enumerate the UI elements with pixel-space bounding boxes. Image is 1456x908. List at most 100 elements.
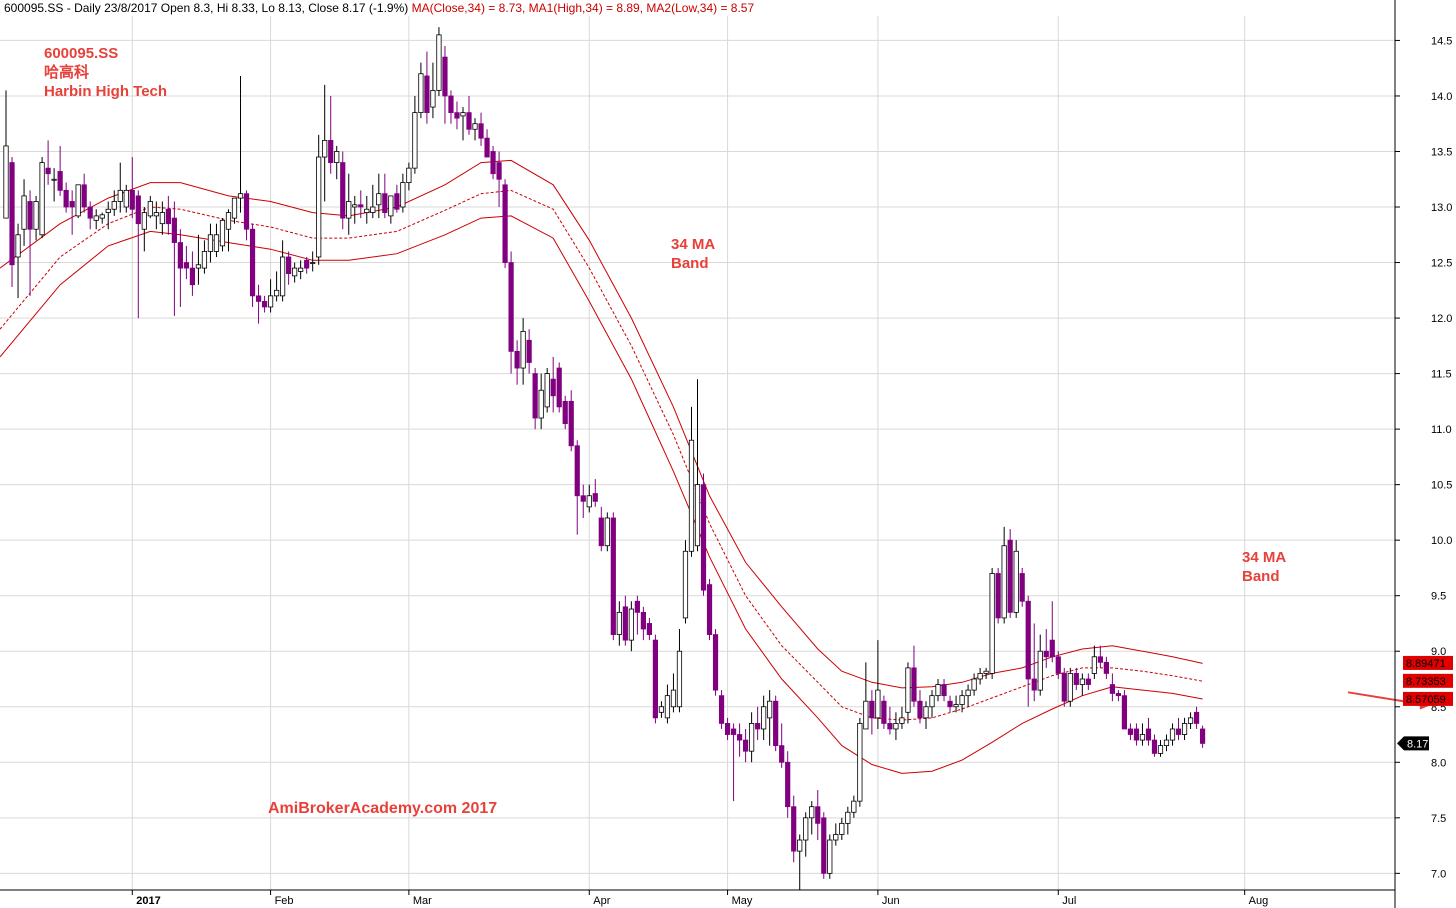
candle-body [616, 611, 622, 635]
candle-body [965, 689, 971, 697]
candle-body [875, 689, 881, 719]
candle-body [1115, 693, 1122, 697]
candle-body [857, 723, 863, 802]
candle-body [640, 611, 646, 630]
candle [1049, 601, 1055, 663]
candle-body [502, 184, 508, 263]
candle-body [959, 695, 965, 705]
candle-body [730, 728, 737, 735]
candle-body [141, 212, 147, 230]
candle [183, 245, 190, 280]
candle [1199, 725, 1206, 748]
candle [454, 101, 460, 130]
candle [977, 667, 983, 685]
candle-body [376, 193, 382, 206]
candle [688, 406, 695, 557]
candle [51, 168, 57, 202]
candle-body [322, 139, 328, 158]
candle [857, 717, 863, 807]
candle [292, 262, 298, 283]
candle [887, 706, 893, 735]
candle [736, 723, 743, 757]
candle [81, 173, 87, 213]
candle-body [1025, 600, 1031, 680]
candle [911, 645, 917, 707]
candle-body [634, 600, 640, 613]
candle-body [334, 151, 340, 163]
ma-price-tag: 8.73353 [1403, 673, 1453, 688]
x-tick-label: Aug [1249, 895, 1269, 907]
candle [1013, 540, 1019, 618]
candle [1079, 673, 1085, 696]
candle [923, 701, 929, 729]
candle [39, 157, 45, 239]
candle [310, 251, 316, 272]
y-tick-label: 10.0 [1431, 535, 1452, 547]
x-tick-label: Jun [882, 895, 900, 907]
candle-body [472, 123, 478, 130]
candle [1151, 734, 1158, 757]
candle [622, 595, 628, 646]
candle-body [249, 228, 256, 297]
header-ma-close: MA(Close,34) = 8.73, [411, 1, 526, 15]
candle [21, 179, 27, 246]
candle-body [1055, 656, 1061, 674]
candle [580, 484, 586, 518]
candle-body [15, 234, 21, 258]
candle-body [743, 739, 749, 752]
ma-band-annotation-1: 34 MA Band [671, 235, 715, 273]
candle-body [1181, 723, 1188, 735]
candle [947, 695, 953, 713]
ma-price-tag: 8.89471 [1403, 655, 1453, 670]
candle-body [219, 219, 226, 247]
candle [1109, 673, 1115, 702]
candle-body [586, 495, 592, 508]
candle-body [767, 700, 773, 719]
candle [33, 195, 39, 241]
candle-body [400, 182, 406, 208]
candle [670, 673, 677, 713]
candle [791, 795, 797, 863]
ma-band-annotation-1-line2: Band [671, 255, 709, 272]
candle [574, 440, 580, 535]
y-tick-label: 13.0 [1431, 202, 1452, 214]
candle [875, 640, 881, 729]
candle [484, 129, 490, 158]
candle-body [81, 184, 87, 208]
candle-body [424, 75, 430, 114]
candle [1169, 723, 1176, 746]
candle [640, 606, 646, 641]
candle [658, 701, 665, 718]
price-tag-layer: 8.89471 8.73353 8.57059 8.17 [1397, 655, 1453, 751]
ma-price-tag: 8.57059 [1403, 691, 1453, 706]
candle-body [1067, 673, 1073, 702]
candle-body [664, 695, 671, 719]
candle [532, 368, 538, 430]
candle-body [1109, 684, 1115, 694]
candle [502, 179, 508, 269]
candle-body [851, 800, 857, 813]
candle [544, 368, 550, 413]
candle [1103, 656, 1109, 679]
candle-body [340, 162, 346, 219]
ma-band-annotation-1-line1: 34 MA [671, 236, 716, 253]
candle [165, 195, 171, 235]
candle-body [231, 197, 238, 219]
candle [520, 318, 526, 385]
candle [508, 251, 514, 374]
ma-band-annotation-2: 34 MA Band [1242, 548, 1286, 586]
candle-body [1199, 728, 1206, 744]
candle-body [712, 634, 719, 691]
candle [376, 173, 382, 219]
candle-body [1079, 678, 1085, 685]
candle-body [171, 217, 177, 243]
candle-body [538, 389, 544, 419]
candle [983, 667, 989, 679]
candle-body [749, 723, 755, 752]
candle-body [358, 204, 364, 208]
candle [989, 567, 995, 679]
candle [586, 484, 592, 513]
candle [821, 812, 827, 879]
candle [1115, 690, 1122, 702]
